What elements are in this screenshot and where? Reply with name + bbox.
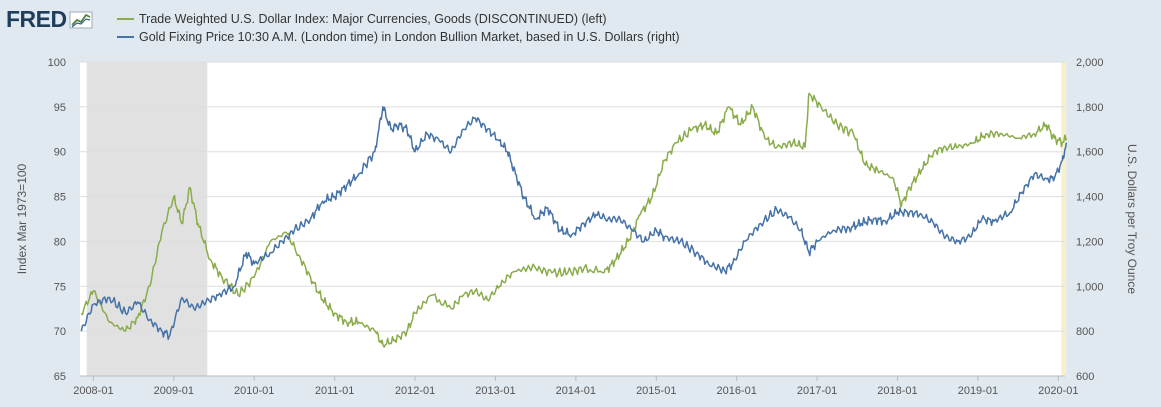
x-tick-label: 2016-01 <box>716 385 756 397</box>
x-tick-label: 2010-01 <box>234 385 274 397</box>
plot-area[interactable] <box>80 62 1065 376</box>
y-right-tick-label: 1,800 <box>1076 102 1104 114</box>
legend-label-dollar-index: Trade Weighted U.S. Dollar Index: Major … <box>139 12 607 26</box>
legend-item-dollar-index[interactable]: Trade Weighted U.S. Dollar Index: Major … <box>117 10 680 28</box>
y-left-axis-title: Index Mar 1973=100 <box>15 163 29 274</box>
x-tick-label: 2009-01 <box>154 385 194 397</box>
y-right-tick-label: 1,200 <box>1076 236 1104 248</box>
legend-swatch-dollar-index <box>117 18 134 20</box>
y-right-tick-label: 600 <box>1076 371 1094 383</box>
recession-shading <box>86 62 208 376</box>
x-tick-label: 2017-01 <box>797 385 837 397</box>
y-left-tick-label: 65 <box>54 371 66 383</box>
x-tick-label: 2013-01 <box>475 385 515 397</box>
y-left-tick-label: 75 <box>54 281 66 293</box>
y-left-tick-label: 85 <box>54 192 66 204</box>
x-tick-label: 2019-01 <box>958 385 998 397</box>
y-left-tick-label: 95 <box>54 102 66 114</box>
x-tick-label: 2018-01 <box>877 385 917 397</box>
x-tick-label: 2014-01 <box>556 385 596 397</box>
y-right-tick-label: 1,400 <box>1076 192 1104 204</box>
x-tick-label: 2020-01 <box>1038 385 1078 397</box>
fred-logo[interactable]: FRED <box>6 6 93 33</box>
legend: Trade Weighted U.S. Dollar Index: Major … <box>117 10 680 46</box>
series-line-dollar-index[interactable] <box>80 92 1068 348</box>
highlight-band <box>1061 62 1067 376</box>
series-line-gold-price[interactable] <box>80 106 1068 341</box>
y-right-tick-label: 1,000 <box>1076 281 1104 293</box>
x-tick-label: 2012-01 <box>395 385 435 397</box>
x-tick-label: 2008-01 <box>73 385 113 397</box>
x-tick-label: 2011-01 <box>315 385 355 397</box>
x-tick-label: 2015-01 <box>636 385 676 397</box>
legend-label-gold-price: Gold Fixing Price 10:30 A.M. (London tim… <box>139 30 680 44</box>
legend-item-gold-price[interactable]: Gold Fixing Price 10:30 A.M. (London tim… <box>117 28 680 46</box>
legend-swatch-gold-price <box>117 36 134 38</box>
logo-text: FRED <box>6 6 67 32</box>
y-right-axis-title: U.S. Dollars per Troy Ounce <box>1125 144 1139 294</box>
y-left-tick-label: 70 <box>54 326 66 338</box>
y-right-tick-label: 800 <box>1076 326 1094 338</box>
y-left-tick-label: 80 <box>54 236 66 248</box>
y-left-tick-label: 100 <box>48 57 66 69</box>
y-right-tick-label: 2,000 <box>1076 57 1104 69</box>
y-left-tick-label: 90 <box>54 147 66 159</box>
chart-line-icon <box>69 11 93 28</box>
y-right-tick-label: 1,600 <box>1076 147 1104 159</box>
